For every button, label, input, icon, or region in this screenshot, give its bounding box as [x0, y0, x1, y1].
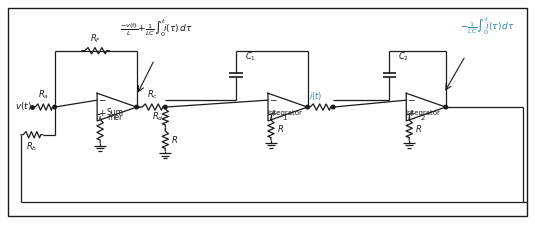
Text: 1: 1 [282, 115, 287, 121]
Text: −: − [408, 96, 415, 105]
Circle shape [135, 105, 139, 109]
Text: +: + [269, 110, 277, 119]
Circle shape [305, 105, 309, 109]
Text: $R_F$: $R_F$ [90, 32, 101, 45]
Circle shape [164, 105, 167, 109]
Text: Integrator: Integrator [406, 110, 440, 116]
Text: $R_c$: $R_c$ [147, 89, 158, 101]
Circle shape [444, 105, 448, 109]
Text: $C_1$: $C_1$ [245, 50, 256, 63]
Text: $v(t)$: $v(t)$ [15, 100, 32, 112]
Circle shape [53, 105, 56, 109]
Text: mer: mer [108, 113, 123, 122]
Text: $R_b$: $R_b$ [26, 141, 37, 153]
Circle shape [331, 105, 335, 109]
Text: $R$: $R$ [415, 123, 422, 134]
Text: $R_d$: $R_d$ [151, 111, 163, 123]
Text: $-\frac{1}{LC}\int_0^t\!i(\tau)\,d\tau$: $-\frac{1}{LC}\int_0^t\!i(\tau)\,d\tau$ [460, 15, 515, 37]
Text: $C_2$: $C_2$ [399, 50, 409, 63]
Text: +: + [408, 110, 415, 119]
Text: $R$: $R$ [277, 123, 284, 134]
Text: $R$: $R$ [171, 134, 178, 145]
Text: +: + [98, 110, 106, 119]
Text: −: − [269, 96, 277, 105]
Text: $R_a$: $R_a$ [39, 89, 49, 101]
Text: Integrator: Integrator [267, 110, 302, 116]
Text: 2: 2 [421, 115, 425, 121]
Text: $\frac{-v(t)}{L}$$+\frac{1}{LC}\int_0^t\!i(\tau)\,d\tau$: $\frac{-v(t)}{L}$$+\frac{1}{LC}\int_0^t\… [120, 17, 193, 39]
Text: $i(t)$: $i(t)$ [309, 90, 323, 102]
Text: −: − [98, 96, 106, 105]
Text: Sum: Sum [106, 108, 124, 117]
